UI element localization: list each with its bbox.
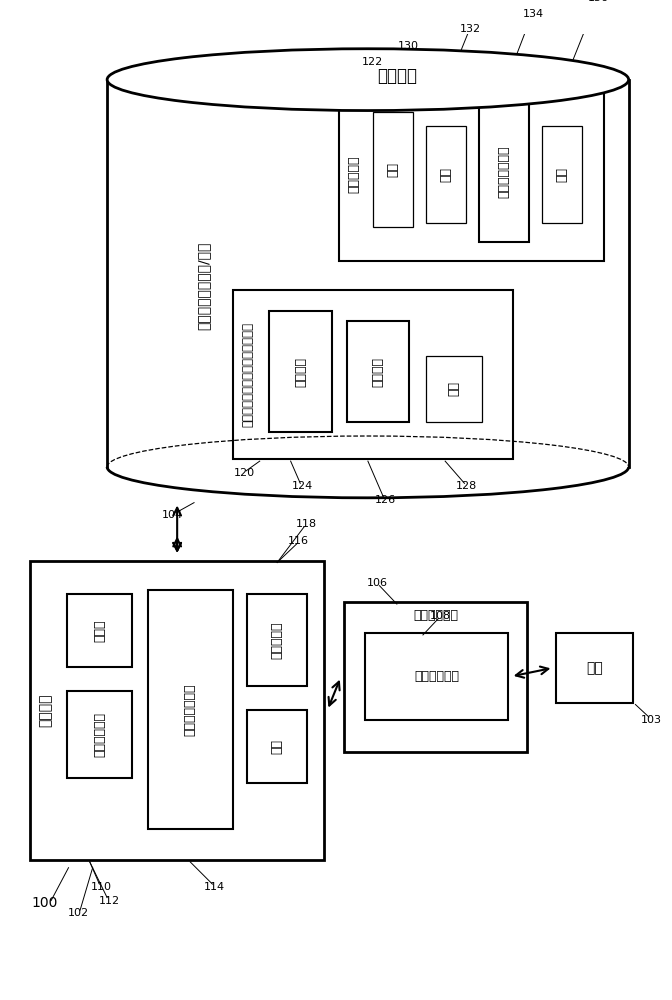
Bar <box>30 561 325 860</box>
Text: 128: 128 <box>456 481 477 491</box>
Text: 112: 112 <box>99 896 120 906</box>
Text: 120: 120 <box>234 468 255 478</box>
Text: 104: 104 <box>162 510 183 520</box>
Bar <box>426 126 466 223</box>
Text: 用户: 用户 <box>587 661 603 675</box>
Bar <box>365 633 508 720</box>
Text: 118: 118 <box>296 519 317 529</box>
Text: 元数据创作功能: 元数据创作功能 <box>183 683 197 736</box>
Text: 108: 108 <box>430 611 451 621</box>
Text: 静态（例如，标记语言）表单表示: 静态（例如，标记语言）表单表示 <box>242 322 255 427</box>
Bar <box>542 126 582 223</box>
Bar <box>479 102 529 242</box>
Text: 结构信息: 结构信息 <box>294 357 307 387</box>
Text: 其他: 其他 <box>556 167 569 182</box>
Text: 状态和行为信息: 状态和行为信息 <box>497 146 511 198</box>
Text: 用户界面显示: 用户界面显示 <box>413 609 458 622</box>
Text: 数据: 数据 <box>439 167 453 182</box>
Bar <box>269 311 332 432</box>
Bar <box>344 602 528 752</box>
Text: 处理器: 处理器 <box>93 619 106 642</box>
Text: 114: 114 <box>204 882 225 892</box>
Text: 132: 132 <box>460 24 481 34</box>
Text: 100: 100 <box>31 896 58 910</box>
Text: 102: 102 <box>68 908 89 918</box>
Text: 106: 106 <box>367 578 388 588</box>
Bar <box>373 112 413 227</box>
Bar <box>347 321 409 422</box>
Text: 其他: 其他 <box>448 381 460 396</box>
Bar <box>556 633 634 703</box>
Text: 122: 122 <box>362 57 383 67</box>
Text: 数据存储: 数据存储 <box>377 67 417 85</box>
Bar <box>339 87 605 261</box>
Bar <box>148 590 233 829</box>
Text: 126: 126 <box>375 495 396 505</box>
Text: 其他: 其他 <box>271 739 284 754</box>
Text: 130: 130 <box>398 41 419 51</box>
Text: 103: 103 <box>640 715 661 725</box>
Bar <box>67 691 132 778</box>
Bar <box>426 356 482 422</box>
Ellipse shape <box>107 49 628 111</box>
Bar <box>247 594 307 686</box>
Text: 正在开发中的代码/模型: 正在开发中的代码/模型 <box>197 241 211 330</box>
Bar <box>67 594 132 667</box>
Text: 用户界面组件: 用户界面组件 <box>93 712 106 757</box>
Text: 116: 116 <box>288 536 309 546</box>
Bar <box>233 290 513 459</box>
Text: 136: 136 <box>588 0 610 3</box>
Text: 表单编译器: 表单编译器 <box>271 622 284 659</box>
Bar <box>247 710 307 783</box>
Text: 用户输入机制: 用户输入机制 <box>414 670 459 683</box>
Text: 服务器表示: 服务器表示 <box>348 156 361 193</box>
Text: 属性信息: 属性信息 <box>372 357 384 387</box>
Text: 逻辑: 逻辑 <box>386 162 399 177</box>
Text: 134: 134 <box>522 9 544 19</box>
Text: 开发系统: 开发系统 <box>38 694 52 727</box>
Text: 110: 110 <box>91 882 112 892</box>
Text: 124: 124 <box>292 481 313 491</box>
